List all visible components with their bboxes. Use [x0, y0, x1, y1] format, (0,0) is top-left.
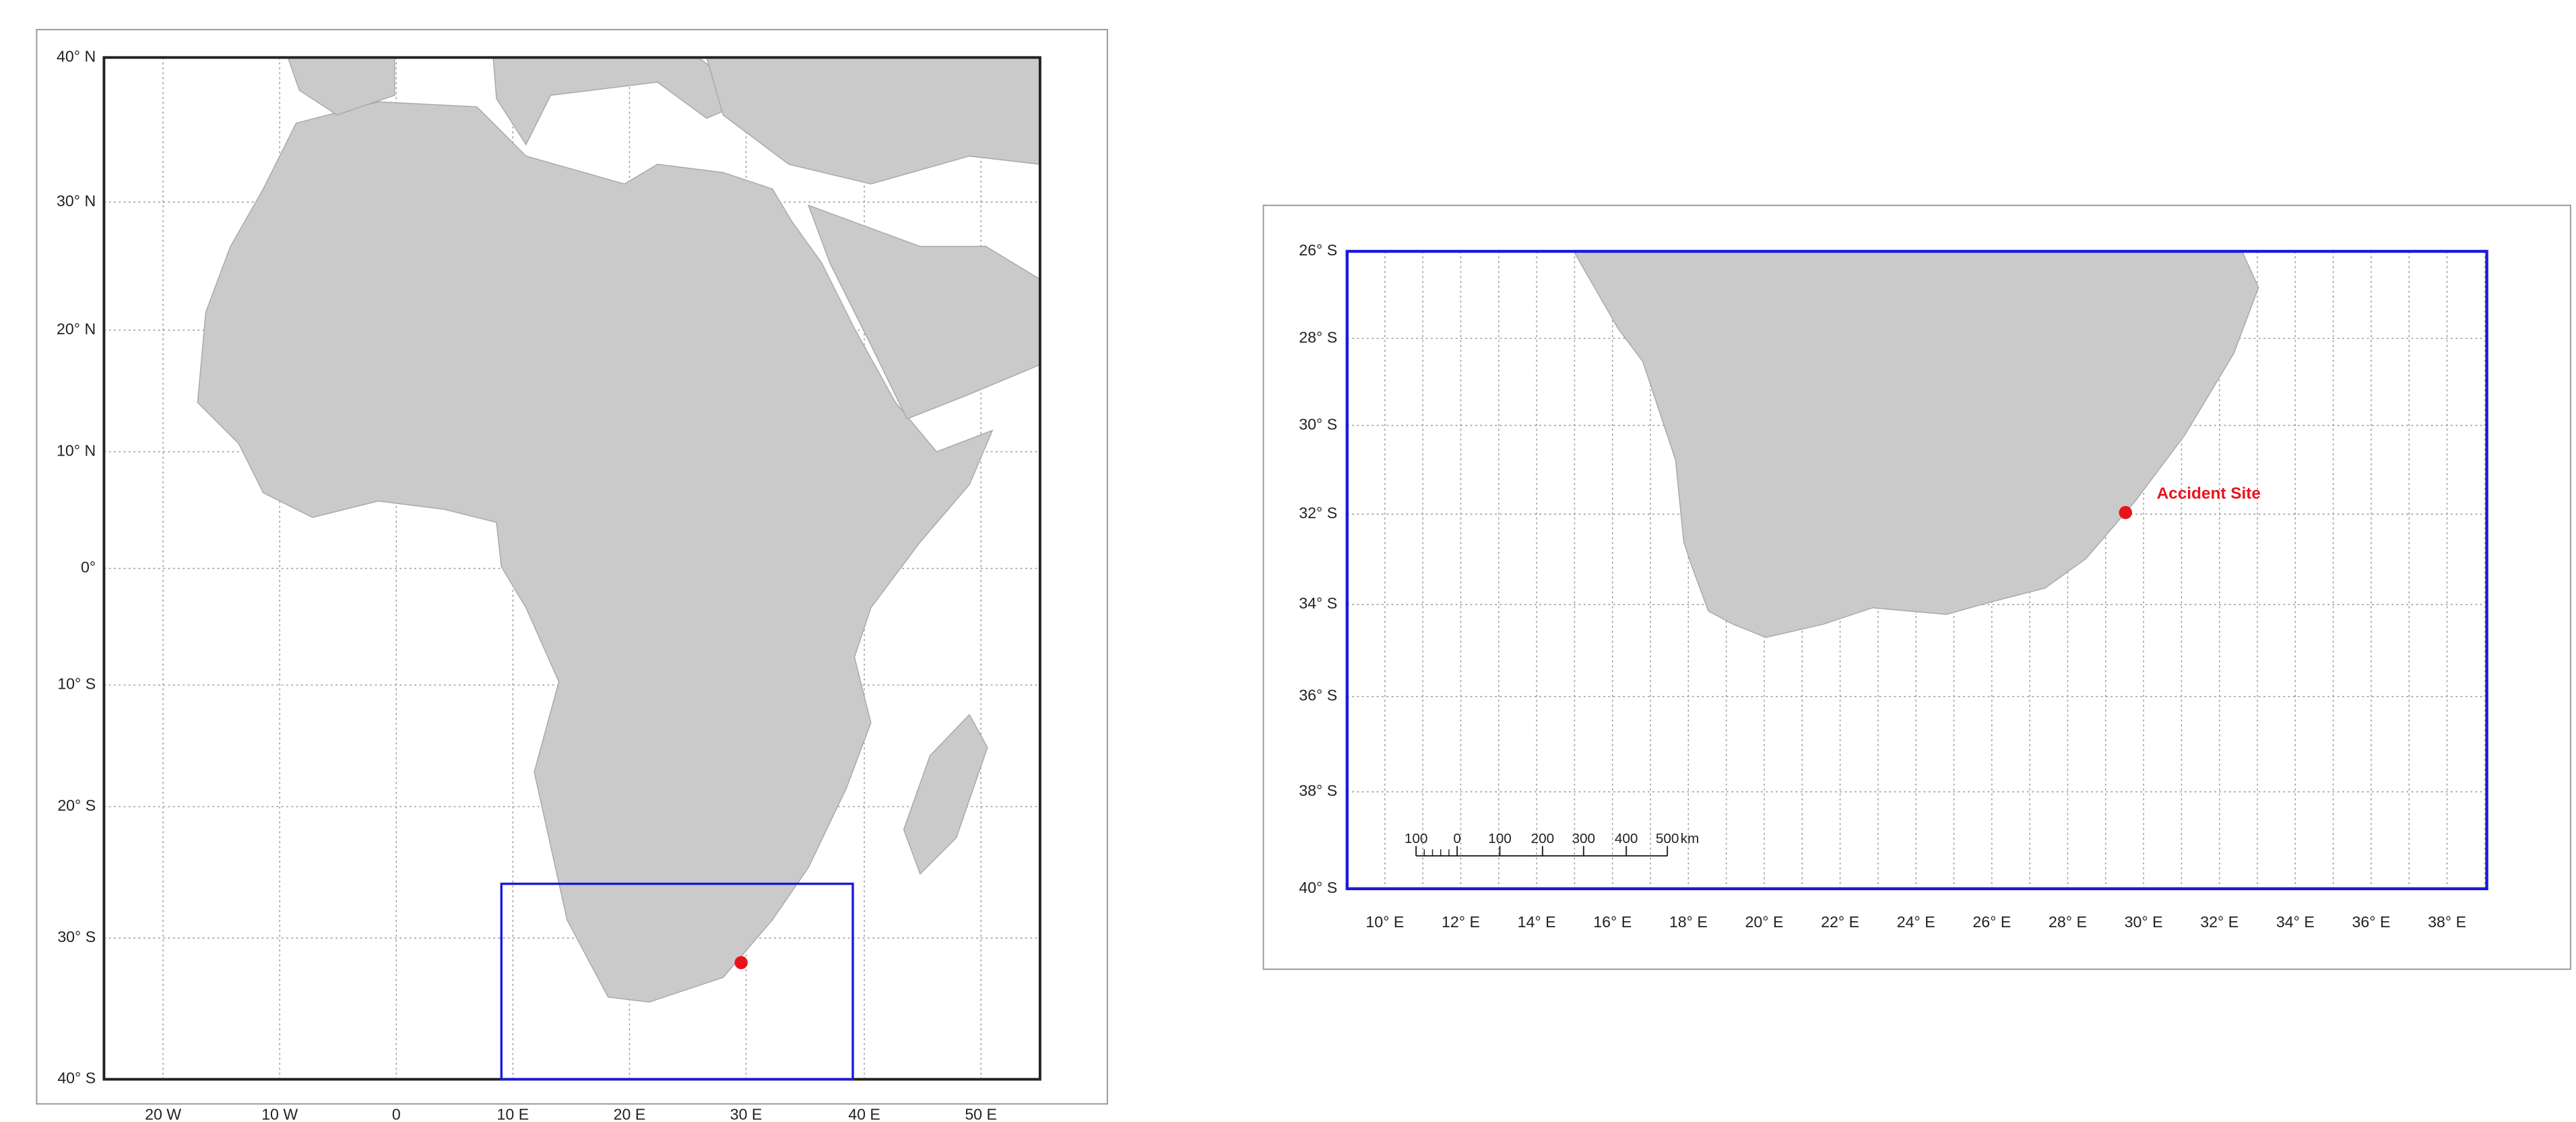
overview-land	[197, 57, 1041, 1003]
lat-label: 28° S	[1299, 328, 1337, 346]
arabia	[807, 204, 1041, 420]
lat-label: 40° N	[57, 47, 96, 65]
detail-frame	[1345, 249, 2488, 891]
scale-unit: km	[1681, 831, 1700, 846]
lat-label: 30° S	[1299, 415, 1337, 433]
lon-label: 38° E	[2428, 913, 2466, 931]
lat-label: 32° S	[1299, 504, 1337, 522]
lat-label: 38° S	[1299, 782, 1337, 799]
africa	[197, 101, 994, 1003]
scale-label: 100	[1405, 831, 1428, 846]
lon-label: 28° E	[2049, 913, 2087, 931]
accident-marker	[734, 956, 748, 970]
lon-label: 20 W	[145, 1105, 181, 1122]
scale-label: 300	[1572, 831, 1596, 846]
lon-label: 34° E	[2276, 913, 2315, 931]
lon-label: 14° E	[1518, 913, 1556, 931]
lon-label: 40 E	[848, 1105, 880, 1122]
scale-label: 200	[1531, 831, 1555, 846]
lon-label: 20° E	[1745, 913, 1784, 931]
lat-label: 0°	[81, 559, 96, 576]
scale-label: 100	[1488, 831, 1512, 846]
accident-label: Accident Site	[2157, 485, 2261, 503]
lon-label: 10 E	[497, 1105, 529, 1122]
lon-label: 16° E	[1593, 913, 1632, 931]
lat-label: 20° N	[57, 320, 96, 338]
lon-label: 0	[392, 1105, 401, 1122]
scale-label: 0	[1453, 831, 1461, 846]
scale-label: 500	[1656, 831, 1679, 846]
madagascar	[903, 714, 988, 875]
lat-label: 40° S	[1299, 879, 1337, 896]
lat-label: 30° S	[57, 928, 96, 945]
lat-label: 20° S	[57, 797, 96, 814]
lat-label: 34° S	[1299, 594, 1337, 612]
lat-label: 30° N	[57, 192, 96, 210]
lat-label: 36° S	[1299, 687, 1337, 704]
lon-label: 36° E	[2352, 913, 2391, 931]
lon-label: 12° E	[1442, 913, 1480, 931]
overview-labels: 40° N 30° N 20° N 10° N 0° 10° S 20° S 30° S 40°…	[57, 47, 997, 1122]
lon-label: 30° E	[2125, 913, 2163, 931]
lat-label: 26° S	[1299, 241, 1337, 259]
detail-labels: 26° S 28° S 30° S 32° S 34° S 36° S 38° S 40° S…	[1299, 241, 2466, 931]
lon-label: 18° E	[1669, 913, 1708, 931]
lon-label: 10 W	[261, 1105, 298, 1122]
lon-label: 24° E	[1897, 913, 1935, 931]
lat-label: 40° S	[57, 1069, 96, 1087]
detail-extent-box	[500, 882, 854, 1081]
accident-marker	[2119, 505, 2133, 520]
lon-label: 10° E	[1365, 913, 1404, 931]
scale-bar: 100 0 100 200 300 400 500 km	[1405, 831, 1700, 857]
lat-label: 10° N	[57, 441, 96, 459]
lon-label: 26° E	[1972, 913, 2011, 931]
lat-label: 10° S	[57, 675, 96, 693]
lon-label: 22° E	[1821, 913, 1859, 931]
scale-label: 400	[1615, 831, 1638, 846]
lon-label: 30 E	[730, 1105, 763, 1122]
lon-label: 20 E	[614, 1105, 646, 1122]
southern-africa	[1572, 251, 2259, 638]
lon-label: 32° E	[2200, 913, 2239, 931]
lon-label: 50 E	[965, 1105, 997, 1122]
